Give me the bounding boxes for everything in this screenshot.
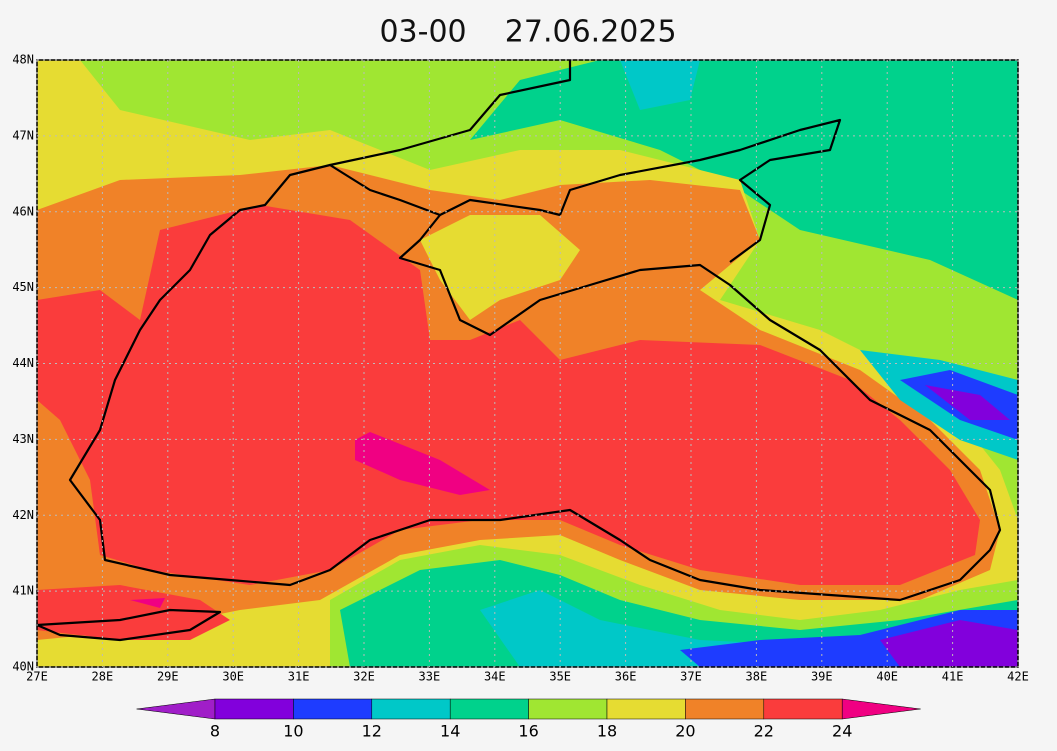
x-tick-label: 41E — [942, 670, 964, 684]
colorbar-max-arrow — [841, 698, 921, 720]
x-tick-label: 35E — [549, 670, 571, 684]
title: 03-00 27.06.2025 — [379, 15, 676, 50]
temperature-field — [37, 60, 1018, 667]
colorbar-box — [763, 698, 843, 720]
colorbar-box — [528, 698, 608, 720]
x-tick-label: 28E — [92, 670, 114, 684]
colorbar-label: 18 — [597, 722, 617, 741]
x-tick-label: 40E — [876, 670, 898, 684]
y-tick-label: 40N — [12, 660, 34, 674]
x-tick-label: 42E — [1007, 670, 1029, 684]
colorbar-box — [371, 698, 451, 720]
x-tick-label: 29E — [157, 670, 179, 684]
colorbar-box — [685, 698, 765, 720]
y-tick-label: 41N — [12, 584, 34, 598]
x-tick-label: 31E — [288, 670, 310, 684]
y-tick-label: 45N — [12, 280, 34, 294]
x-tick-label: 33E — [419, 670, 441, 684]
x-tick-label: 36E — [615, 670, 637, 684]
x-tick-label: 30E — [222, 670, 244, 684]
y-tick-label: 48N — [12, 53, 34, 67]
colorbar-label: 22 — [754, 722, 774, 741]
x-tick-label: 27E — [26, 670, 48, 684]
x-tick-label: 37E — [680, 670, 702, 684]
colorbar-box — [293, 698, 373, 720]
y-tick-label: 44N — [12, 356, 34, 370]
colorbar-label: 24 — [832, 722, 852, 741]
colorbar-label: 10 — [283, 722, 303, 741]
colorbar-min-arrow — [136, 698, 216, 720]
y-tick-label: 43N — [12, 432, 34, 446]
x-tick-label: 34E — [484, 670, 506, 684]
colorbar-label: 12 — [362, 722, 382, 741]
x-tick-label: 39E — [811, 670, 833, 684]
y-tick-label: 42N — [12, 508, 34, 522]
x-tick-label: 38E — [746, 670, 768, 684]
colorbar-label: 20 — [675, 722, 695, 741]
colorbar-label: 14 — [440, 722, 460, 741]
x-tick-label: 32E — [353, 670, 375, 684]
colorbar-box — [214, 698, 294, 720]
colorbar-label: 8 — [210, 722, 220, 741]
colorbar-box — [606, 698, 686, 720]
y-tick-label: 47N — [12, 128, 34, 142]
colorbar-box — [449, 698, 529, 720]
colorbar-label: 16 — [518, 722, 538, 741]
y-tick-label: 46N — [12, 204, 34, 218]
